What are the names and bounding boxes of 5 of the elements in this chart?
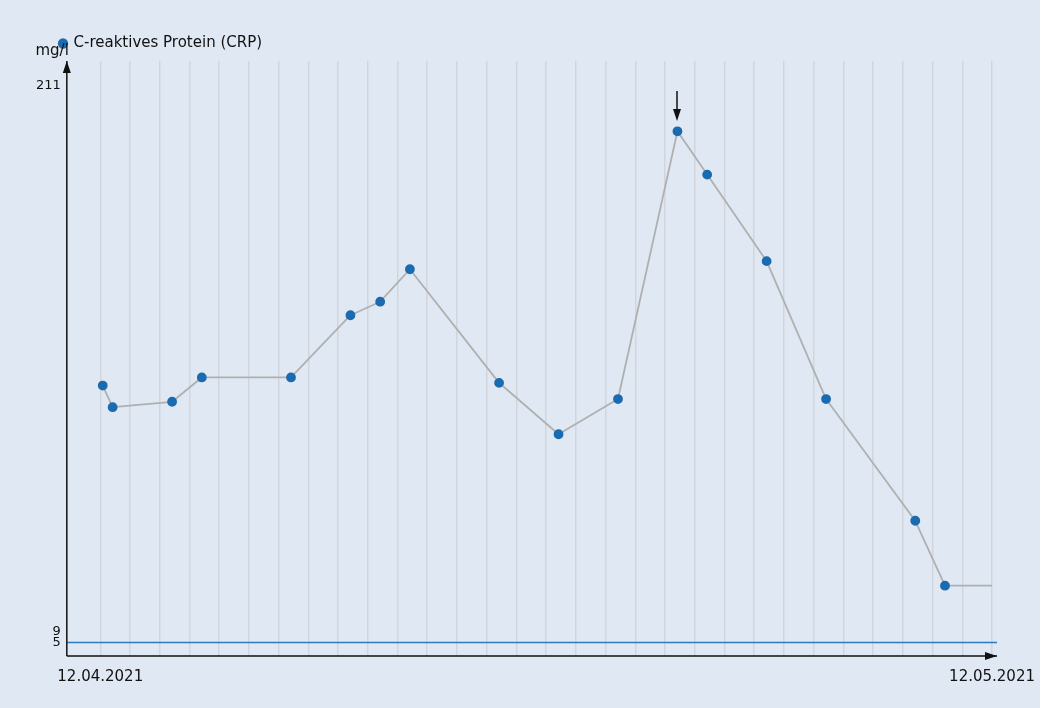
y-axis-title: mg/l <box>35 41 69 60</box>
legend-label: C-reaktives Protein (CRP) <box>73 33 263 52</box>
x-tick-label: 12.05.2021 <box>949 666 1035 685</box>
x-tick-label: 12.04.2021 <box>57 666 144 685</box>
y-tick-label: 211 <box>35 76 61 92</box>
